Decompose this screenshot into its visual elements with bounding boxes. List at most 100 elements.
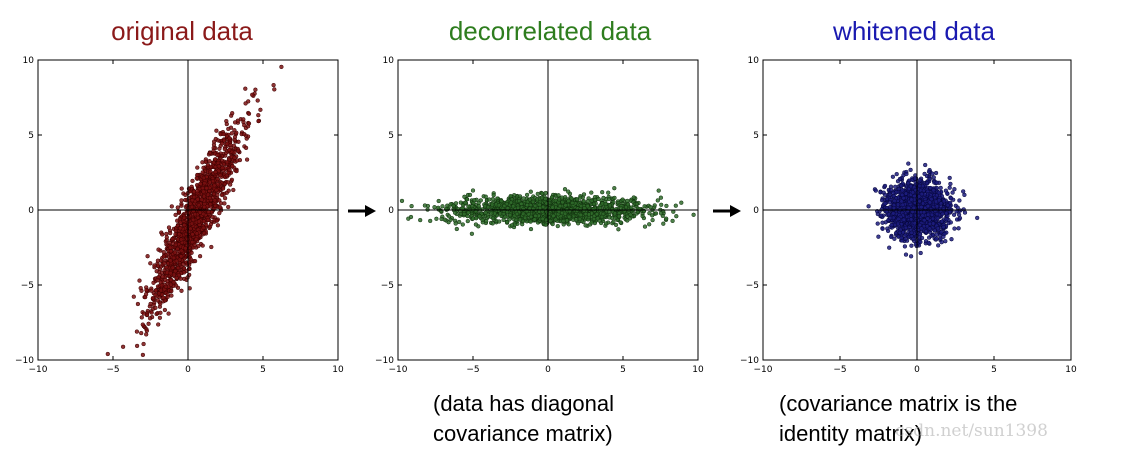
scatter-point [525,202,530,208]
scatter-point [229,177,235,182]
scatter-point [569,196,574,201]
scatter-point [173,269,178,274]
scatter-point [490,202,495,207]
scatter-point [932,228,937,233]
scatter-point [650,213,655,218]
scatter-point [944,211,949,216]
scatter-point [166,225,172,230]
scatter-point [664,216,669,221]
scatter-point [178,226,183,231]
scatter-point [642,224,648,229]
scatter-point [873,188,878,193]
scatter-point [659,202,664,207]
scatter-point [189,221,194,226]
scatter-point [425,203,431,209]
scatter-point [147,316,153,321]
x-tick-label: −5 [833,365,846,375]
scatter-point [143,292,149,297]
scatter-point [578,212,583,218]
x-tick-label: 0 [914,365,920,375]
scatter-point [903,252,909,257]
scatter-point [653,211,659,216]
scatter-point [217,198,222,203]
scatter-point [618,220,623,225]
scatter-point [897,176,903,182]
scatter-point [222,146,227,152]
scatter-point [625,202,631,207]
scatter-point [174,275,179,280]
scatter-point [177,232,182,237]
scatter-point [648,204,653,210]
scatter-point [647,211,652,216]
scatter-point [549,195,555,200]
scatter-point [620,197,625,202]
scatter-point [158,310,163,315]
scatter-point [230,111,235,116]
scatter-point [256,118,261,124]
scatter-point [909,217,914,222]
scatter-point [882,183,888,189]
scatter-point [409,203,414,209]
scatter-point [229,131,234,136]
scatter-point [473,222,479,227]
scatter-point [476,203,481,209]
scatter-point [574,217,579,222]
scatter-point [231,187,236,193]
scatter-point [181,270,187,275]
scatter-point [189,250,194,255]
y-tick-label: −10 [740,356,759,366]
scatter-point [595,216,600,221]
scatter-point [489,211,494,216]
scatter-point [442,217,447,222]
scatter-point [499,198,504,204]
scatter-point [183,246,188,251]
scatter-point [612,211,617,216]
scatter-point [528,214,534,219]
scatter-point [467,192,473,198]
scatter-point [931,175,936,180]
scatter-point [522,215,528,220]
scatter-point [194,231,199,236]
scatter-point [936,198,942,203]
scatter-point [891,211,896,216]
scatter-point [886,212,891,217]
scatter-point [674,214,679,219]
scatter-point [691,212,696,217]
scatter-point [225,141,230,146]
scatter-point [181,215,187,220]
scatter-point [912,176,918,181]
scatter-point [917,199,922,204]
scatter-point [164,231,169,237]
scatter-point [210,178,216,184]
scatter-point [144,328,150,333]
scatter-point [908,167,913,173]
scatter-point [134,343,140,349]
scatter-point [460,222,465,227]
scatter-point [194,237,199,242]
scatter-point [560,200,565,205]
scatter-point [258,107,263,112]
scatter-point [204,186,209,191]
scatter-point [941,224,946,230]
scatter-point [451,203,456,208]
scatter-point [919,235,925,241]
scatter-point [537,205,543,211]
scatter-point [919,226,924,231]
x-tick-label: 10 [332,365,344,375]
scatter-point [214,128,219,133]
scatter-point [906,161,911,166]
scatter-point [603,201,608,207]
scatter-point [139,330,144,336]
scatter-point [501,217,506,223]
scatter-point [198,181,203,186]
y-tick-label: −10 [375,356,394,366]
scatter-point [212,198,217,203]
x-tick-label: −5 [106,365,119,375]
scatter-point [234,130,239,135]
scatter-point [217,205,222,210]
scatter-point [933,170,939,176]
scatter-point [199,197,204,202]
scatter-point [428,218,433,224]
scatter-point [550,205,555,210]
